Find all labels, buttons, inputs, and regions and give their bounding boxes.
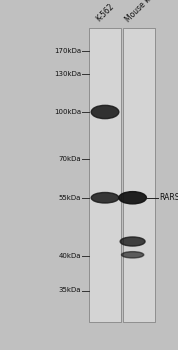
Text: 35kDa: 35kDa [59, 287, 81, 294]
Bar [89, 28, 121, 322]
Text: Mouse kidney: Mouse kidney [124, 0, 167, 24]
Text: 40kDa: 40kDa [59, 252, 81, 259]
Text: RARS2: RARS2 [159, 193, 178, 202]
Text: 170kDa: 170kDa [54, 48, 81, 54]
Text: K-562: K-562 [94, 2, 116, 24]
Ellipse shape [121, 252, 144, 258]
Text: 100kDa: 100kDa [54, 109, 81, 115]
Text: 130kDa: 130kDa [54, 70, 81, 77]
Text: 70kDa: 70kDa [58, 156, 81, 162]
Ellipse shape [91, 193, 119, 203]
Ellipse shape [120, 237, 145, 246]
Ellipse shape [119, 192, 146, 204]
Ellipse shape [91, 105, 119, 119]
Bar [123, 28, 155, 322]
Text: 55kDa: 55kDa [59, 195, 81, 201]
